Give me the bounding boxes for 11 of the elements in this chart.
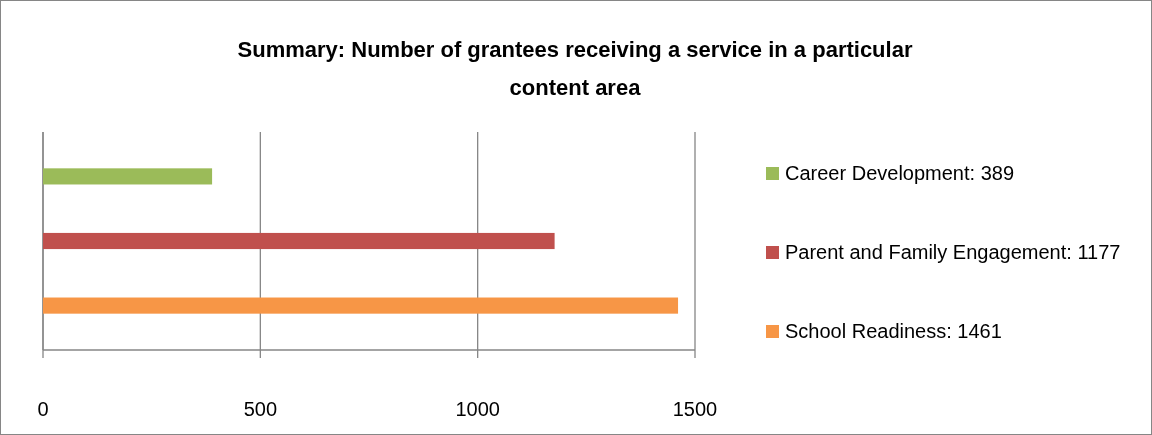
bar [43,168,213,185]
legend-label: Parent and Family Engagement: 1177 [785,241,1121,263]
legend-label: School Readiness: 1461 [785,320,1002,342]
x-tick-label: 0 [37,398,49,420]
bar [43,297,679,314]
bar [43,232,555,250]
x-tick-label: 1500 [672,398,718,420]
x-tick-label: 500 [243,398,278,420]
legend-label: Career Development: 389 [785,162,1015,184]
chart-title: Summary: Number of grantees receiving a service in a particular content area [237,37,913,100]
x-tick-label: 1000 [455,398,500,420]
